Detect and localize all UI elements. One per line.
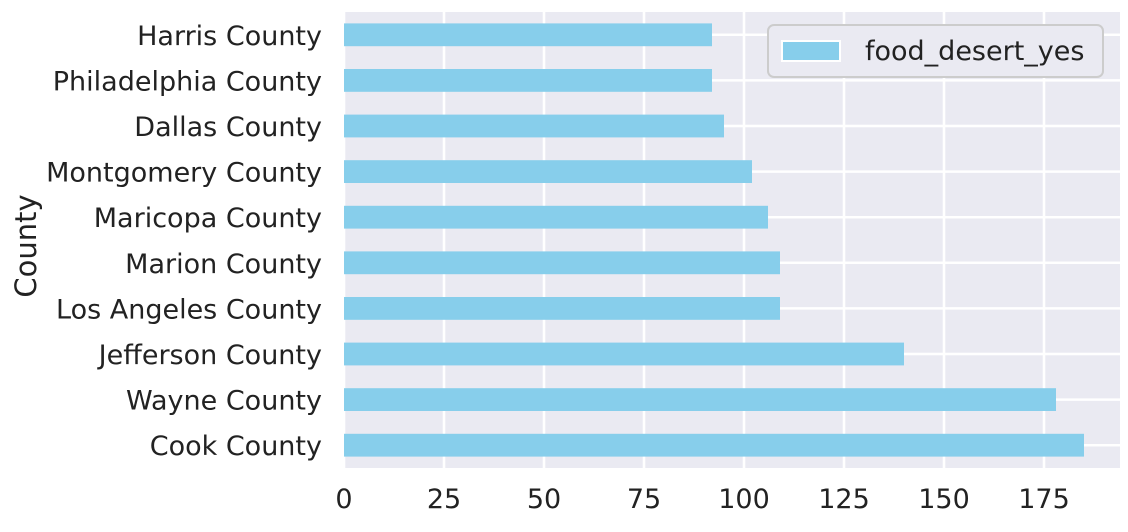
y-axis-title: County	[9, 194, 43, 297]
x-tick-label: 25	[427, 484, 461, 515]
bars	[344, 23, 1084, 457]
bar	[344, 69, 712, 92]
y-tick-label: Los Angeles County	[56, 294, 322, 325]
x-tick-label: 0	[335, 484, 352, 515]
x-tick-label: 50	[527, 484, 561, 515]
y-tick-label: Marion County	[125, 249, 322, 280]
y-tick-label: Montgomery County	[46, 158, 322, 189]
y-tick-label: Dallas County	[134, 112, 322, 143]
legend-box	[767, 24, 1104, 78]
bar	[344, 433, 1084, 457]
bar	[344, 23, 712, 47]
x-tick-label: 150	[918, 484, 970, 515]
bar	[344, 160, 752, 183]
y-tick-label: Harris County	[137, 21, 322, 52]
y-tick-label: Wayne County	[126, 386, 322, 417]
x-tick-label: 125	[818, 484, 870, 515]
bar	[344, 251, 780, 275]
y-tick-label: Philadelphia County	[53, 66, 322, 97]
bar	[344, 297, 780, 320]
bar	[344, 205, 768, 229]
y-tick-label: Cook County	[150, 431, 322, 462]
y-tick-label: Maricopa County	[94, 203, 322, 234]
legend: food_desert_yes	[767, 24, 1104, 78]
x-tick-label: 75	[627, 484, 661, 515]
y-tick-labels: Cook County Wayne County Jefferson County L…	[46, 21, 322, 462]
x-tick-label: 100	[718, 484, 770, 515]
legend-swatch	[781, 40, 841, 62]
x-tick-label: 175	[1018, 484, 1070, 515]
y-tick-label: Jefferson County	[97, 340, 322, 371]
bar	[344, 114, 724, 138]
bar	[344, 342, 904, 366]
legend-label: food_desert_yes	[865, 36, 1084, 67]
x-tick-labels: 0 25 50 75 100 125 150 175	[335, 484, 1069, 515]
bar	[344, 388, 1056, 411]
